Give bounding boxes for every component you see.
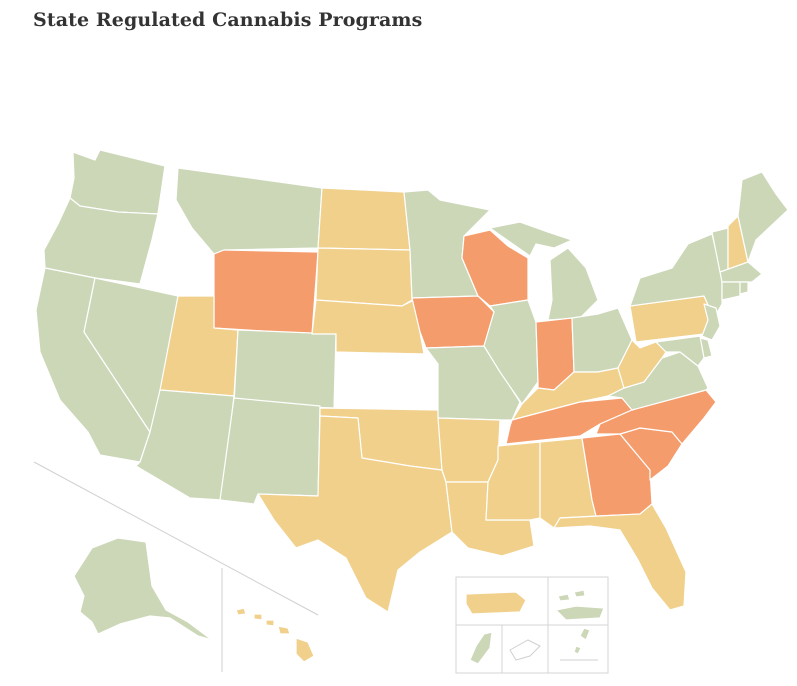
inset-divider-alaska [33, 461, 319, 616]
state-michigan[interactable] [489, 221, 599, 321]
state-iowa[interactable] [411, 295, 495, 349]
state-alaska[interactable] [73, 537, 213, 641]
territory-us-virgin-islands[interactable] [555, 589, 605, 621]
map-title: State Regulated Cannabis Programs [33, 9, 423, 31]
territories-inset [455, 576, 609, 674]
state-new-jersey[interactable] [701, 303, 721, 341]
state-kansas[interactable] [333, 353, 439, 411]
territory-guam[interactable] [469, 631, 493, 665]
state-hawaii[interactable] [235, 607, 315, 663]
state-florida[interactable] [553, 503, 687, 611]
state-connecticut[interactable] [721, 281, 741, 301]
state-north-dakota[interactable] [317, 187, 411, 251]
territory-northern-mariana-islands[interactable] [560, 627, 598, 661]
state-wyoming[interactable] [213, 249, 319, 335]
state-arkansas[interactable] [437, 417, 501, 483]
state-rhode-island[interactable] [739, 281, 749, 295]
state-nebraska[interactable] [311, 299, 425, 355]
state-maryland[interactable] [655, 335, 705, 367]
territory-puerto-rico[interactable] [465, 591, 527, 615]
state-maine[interactable] [737, 171, 789, 263]
state-texas[interactable] [257, 415, 453, 613]
territory-american-samoa[interactable] [509, 639, 541, 661]
state-new-mexico[interactable] [219, 397, 321, 505]
state-massachusetts[interactable] [719, 261, 763, 283]
state-colorado[interactable] [233, 329, 337, 409]
state-washington[interactable] [69, 149, 166, 215]
state-south-dakota[interactable] [315, 247, 413, 307]
